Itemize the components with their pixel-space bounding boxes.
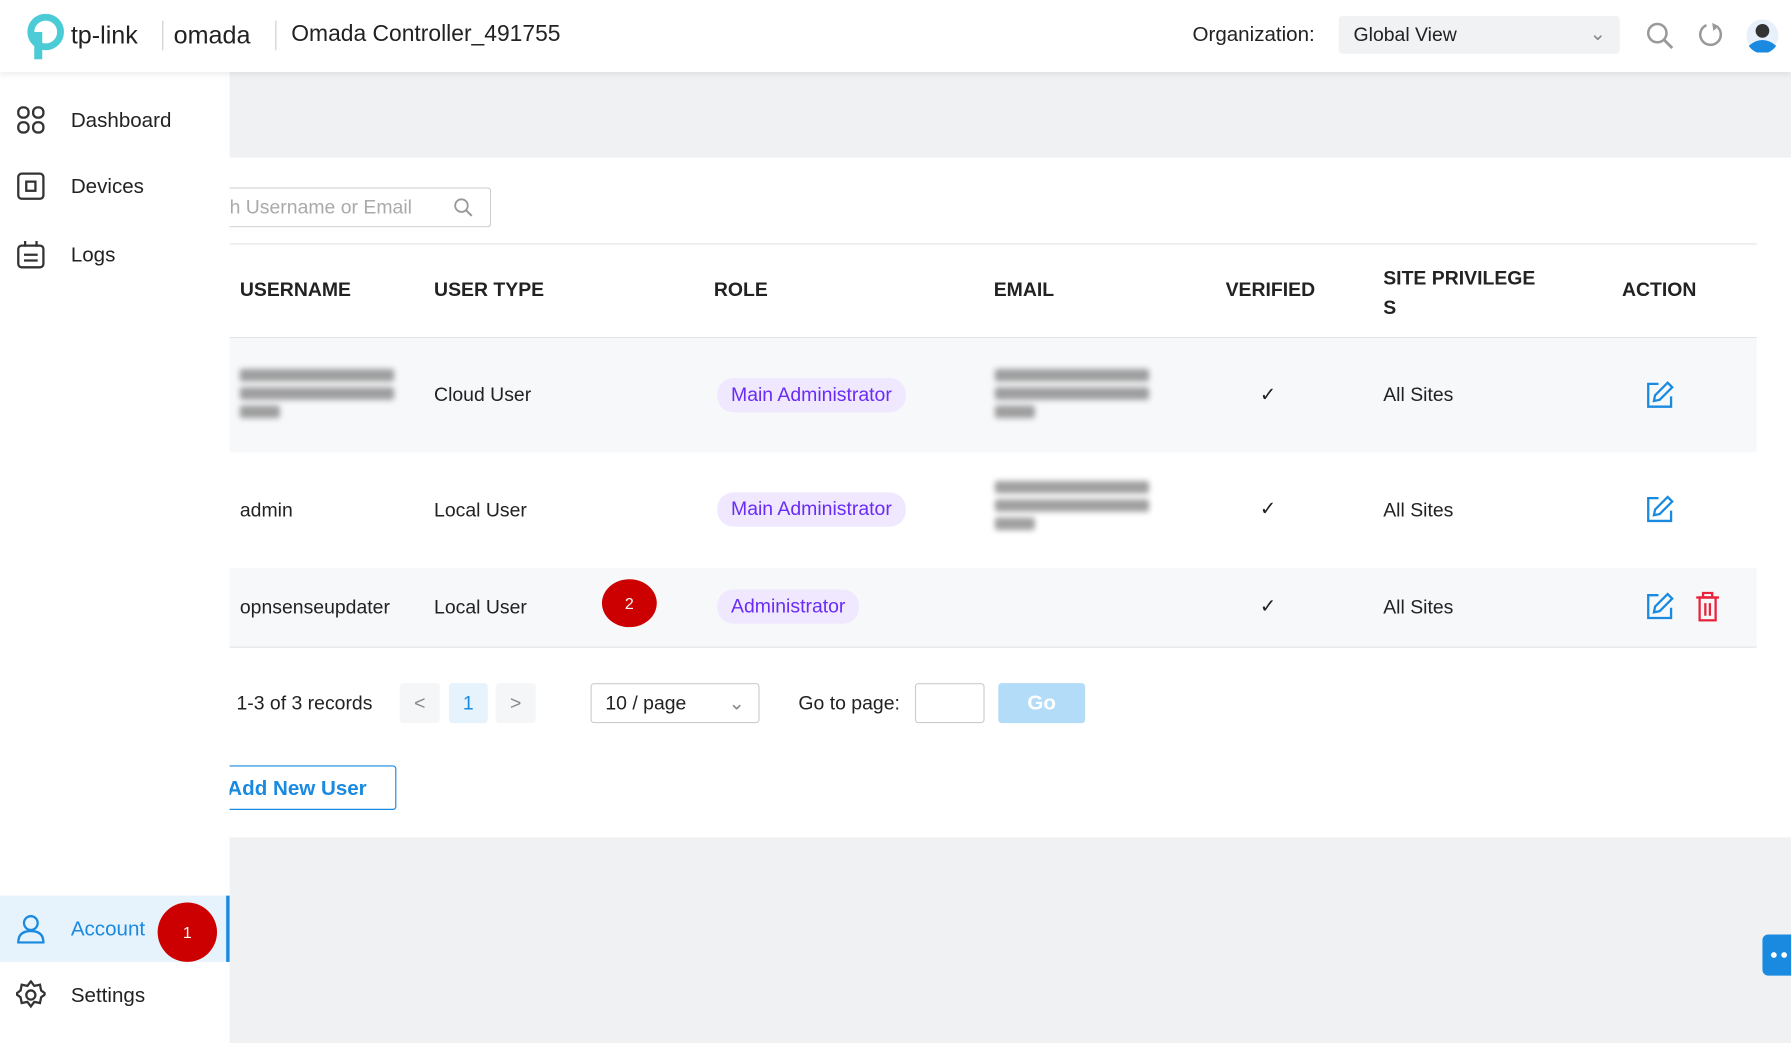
goto-page-input[interactable]	[914, 683, 985, 724]
search-placeholder: h Username or Email	[229, 196, 412, 219]
user-type: Local User	[434, 499, 527, 521]
add-new-user-button[interactable]: Add New User	[217, 765, 397, 810]
role-badge: Main Administrator	[717, 378, 906, 413]
username: opnsenseupdater	[239, 596, 390, 619]
column-email: EMAIL	[993, 278, 1055, 301]
column-user-type: USER TYPE	[434, 278, 545, 301]
refresh-icon[interactable]	[1696, 21, 1726, 51]
blurred-email	[994, 475, 1150, 536]
page-1-button[interactable]: 1	[448, 683, 488, 724]
logs-icon	[17, 241, 45, 269]
next-page-button[interactable]: >	[495, 683, 536, 724]
sidebar: Dashboard Devices Logs Account 1 Setting…	[0, 71, 230, 1043]
table-header: USERNAME USER TYPE ROLE EMAIL VERIFIED S…	[229, 243, 1757, 339]
organization-value: Global View	[1353, 23, 1457, 46]
sidebar-item-label: Dashboard	[70, 107, 172, 131]
chevron-down-icon: ⌄	[1589, 22, 1606, 45]
sidebar-item-label: Devices	[70, 174, 144, 198]
table-row: Cloud User Main Administrator ✓ All Site…	[229, 338, 1757, 453]
sidebar-item-dashboard[interactable]: Dashboard	[0, 87, 230, 153]
add-new-user-label: Add New User	[227, 776, 367, 800]
prev-page-button[interactable]: <	[399, 683, 440, 724]
search-input[interactable]: h Username or Email	[229, 187, 492, 228]
step-badge: 2	[601, 579, 657, 628]
sidebar-item-label: Account	[70, 916, 146, 940]
page-size-select[interactable]: 10 / page ⌄	[590, 683, 760, 724]
go-button[interactable]: Go	[998, 683, 1086, 724]
verified-check-icon: ✓	[1259, 595, 1277, 617]
site-privileges: All Sites	[1383, 499, 1454, 521]
table-row: admin Local User Main Administrator ✓ Al…	[229, 452, 1757, 568]
column-action: ACTION	[1621, 278, 1697, 301]
verified-check-icon: ✓	[1259, 383, 1277, 406]
page-size-value: 10 / page	[605, 691, 687, 714]
user-type: Local User	[434, 596, 527, 619]
chat-icon	[1771, 952, 1788, 958]
column-role: ROLE	[713, 278, 768, 301]
organization-label: Organization:	[1192, 22, 1315, 46]
chat-button[interactable]	[1762, 934, 1791, 976]
edit-icon[interactable]	[1645, 495, 1675, 525]
controller-title: Omada Controller_491755	[291, 21, 561, 47]
chevron-down-icon: ⌄	[728, 691, 745, 714]
records-summary: 1-3 of 3 records	[236, 692, 373, 714]
gear-icon	[15, 980, 46, 1009]
avatar[interactable]	[1745, 18, 1779, 53]
column-site-privileges: SITE PRIVILEGE S	[1383, 267, 1536, 319]
search-icon	[454, 198, 473, 217]
sidebar-item-label: Settings	[70, 983, 146, 1006]
table-row: opnsenseupdater Local User 2 Administrat…	[229, 567, 1757, 648]
product-logo: omada	[173, 20, 251, 50]
username: admin	[239, 499, 293, 521]
verified-check-icon: ✓	[1259, 498, 1277, 520]
user-icon	[17, 915, 45, 944]
top-bar: tp-link omada Omada Controller_491755 Or…	[0, 0, 1791, 72]
blurred-username	[239, 363, 395, 424]
site-privileges: All Sites	[1383, 596, 1454, 619]
user-type: Cloud User	[434, 383, 532, 406]
edit-icon[interactable]	[1645, 380, 1675, 410]
blurred-email	[994, 363, 1150, 424]
organization-select[interactable]: Global View ⌄	[1338, 15, 1620, 54]
brand-logo: tp-link	[70, 20, 138, 50]
devices-icon	[17, 172, 45, 200]
sidebar-item-settings[interactable]: Settings	[0, 962, 230, 1028]
column-username: USERNAME	[239, 278, 352, 301]
page-band	[229, 71, 1791, 158]
dashboard-icon	[17, 106, 45, 134]
site-privileges: All Sites	[1383, 383, 1454, 406]
role-badge: Administrator	[717, 589, 860, 624]
role-badge: Main Administrator	[717, 492, 906, 527]
edit-icon[interactable]	[1645, 592, 1675, 622]
sidebar-item-label: Logs	[70, 242, 116, 266]
delete-icon[interactable]	[1695, 591, 1720, 622]
search-icon[interactable]	[1645, 21, 1675, 51]
sidebar-item-logs[interactable]: Logs	[0, 222, 230, 288]
sidebar-item-devices[interactable]: Devices	[0, 153, 230, 219]
step-badge: 1	[157, 902, 218, 962]
column-verified: VERIFIED	[1225, 278, 1316, 301]
tp-link-logo-icon	[27, 13, 64, 60]
goto-label: Go to page:	[798, 692, 900, 714]
